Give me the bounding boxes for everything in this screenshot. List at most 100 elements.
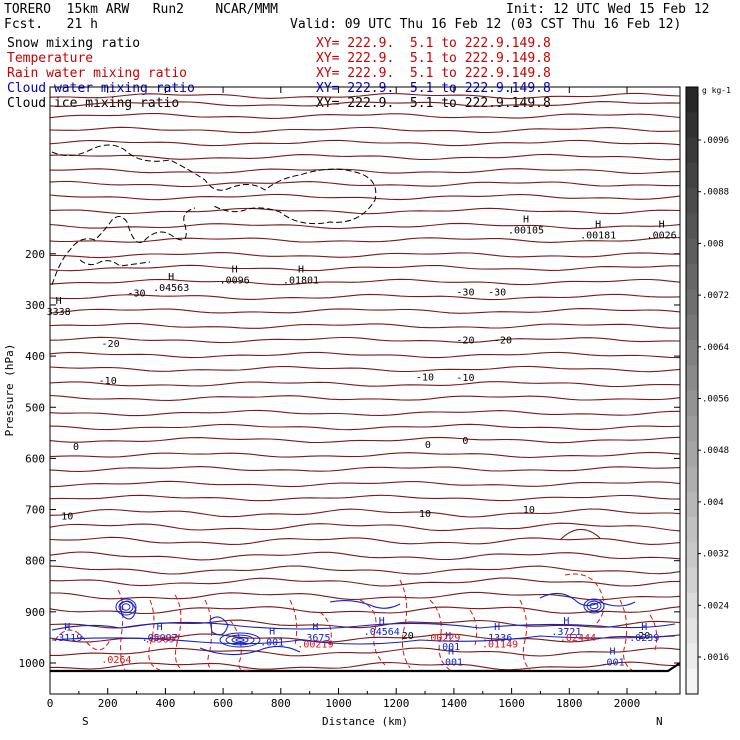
rain-label: .0264: [101, 655, 131, 666]
isotherm: [49, 351, 681, 359]
x-tick-label: 1600: [498, 697, 525, 710]
isotherm: [49, 606, 681, 615]
isotherm: [49, 322, 681, 329]
isotherm: [49, 168, 681, 175]
isotherm: [49, 222, 681, 230]
isotherm: [49, 365, 681, 373]
colorbar-swatch: [686, 592, 698, 619]
maximum-value: .3119: [52, 633, 82, 644]
isotherm: [49, 565, 681, 575]
isotherm: [49, 139, 681, 147]
y-tick-label: 200: [25, 248, 45, 261]
colorbar-unit: g kg-1: [702, 86, 731, 95]
maximum-value: .3675: [300, 633, 330, 644]
isotherm: [49, 112, 681, 119]
rain-contour: [469, 609, 478, 646]
maximum-marker: H: [269, 627, 275, 638]
maximum-marker: H: [610, 647, 616, 658]
rain-contour: [564, 573, 605, 626]
isotherm: [49, 278, 681, 286]
maximum-marker: H: [379, 616, 385, 627]
maximum-marker: H: [448, 647, 454, 658]
temperature-label: -20: [102, 339, 120, 350]
cloud-water-max: [225, 634, 255, 646]
rain-contour: [204, 599, 213, 671]
maximum-value: .00181: [580, 230, 616, 241]
isotherm: [49, 126, 681, 134]
isotherm: [49, 293, 681, 301]
field-xy-rain: XY= 222.9. 5.1 to 222.9.149.8: [316, 66, 551, 81]
colorbar-tick-label: .0072: [702, 291, 729, 301]
maximum-value: .3721: [551, 627, 581, 638]
axis-end-south: S: [82, 715, 89, 728]
rain-contour: [148, 599, 161, 671]
rain-contour: [174, 594, 182, 669]
colorbar-swatch: [686, 339, 698, 366]
colorbar-frame: [685, 86, 699, 695]
rain-contour: [54, 629, 111, 651]
isotherm: [49, 409, 681, 417]
colorbar-swatch: [686, 238, 698, 265]
x-tick-label: 600: [213, 697, 233, 710]
colorbar-swatch: [686, 390, 698, 417]
colorbar-swatch: [686, 162, 698, 189]
temperature-label: 20: [638, 631, 650, 642]
cloud-water-contours: [51, 592, 676, 656]
colorbar-swatch: [686, 264, 698, 290]
colorbar-swatch: [686, 668, 698, 695]
colorbar-tick-label: .0064: [702, 343, 729, 353]
x-tick-label: 1200: [383, 697, 410, 710]
isotherm: [49, 153, 681, 161]
cloud-ice-contour: [79, 259, 151, 267]
colorbar-swatch: [686, 314, 698, 341]
field-xy-cloud-water: XY= 222.9. 5.1 to 222.9.149.8: [316, 81, 551, 96]
rain-contour: [229, 619, 251, 671]
colorbar-tick-label: .0032: [702, 550, 729, 560]
y-tick-label: 400: [25, 350, 45, 363]
temperature-label: 20: [402, 631, 414, 642]
x-tick-label: 1800: [556, 697, 583, 710]
rain-contour: [649, 614, 658, 651]
field-label-snow: Snow mixing ratio: [7, 36, 141, 51]
x-tick-label: 200: [98, 697, 118, 710]
isotherm: [50, 647, 681, 657]
colorbar-swatch: [686, 516, 698, 543]
temperature-label: -20: [494, 335, 512, 346]
rain-contour: [319, 611, 332, 646]
model-title: TORERO 15km ARW Run2 NCAR/MMM: [4, 2, 278, 17]
maximum-value: .04564: [364, 627, 400, 638]
y-tick-label: 500: [25, 401, 45, 414]
isotherm: [49, 336, 681, 344]
colorbar-tick-label: .0024: [702, 601, 729, 611]
isotherm: [49, 207, 681, 215]
colorbar-tick-label: .0056: [702, 395, 729, 405]
isotherm: [49, 394, 681, 401]
maximum-value: .001: [601, 658, 625, 669]
colorbar-swatch: [686, 188, 698, 214]
rain-contour: [117, 589, 126, 671]
temperature-label: -20: [456, 335, 474, 346]
x-tick-label: 0: [47, 697, 54, 710]
isotherm: [49, 522, 681, 532]
cloud-water-max: [235, 638, 245, 642]
maximum-value: .001: [439, 658, 463, 669]
colorbar: .0096 .0088 .008 .0072 .0064 .0056 .0048 .004 .0…: [685, 86, 729, 695]
maximum-marker: H: [494, 622, 500, 633]
maximum-marker: H: [445, 631, 451, 642]
maximum-marker: H: [157, 622, 163, 633]
y-axis-title: Pressure (hPa): [3, 344, 16, 437]
cloud-water-max: [121, 603, 131, 611]
maximum-value: .001: [436, 642, 460, 653]
colorbar-tick-label: .004: [702, 498, 724, 508]
cloud-water-contour: [199, 645, 301, 656]
isotherm: [49, 236, 681, 243]
temperature-label: -10: [416, 373, 434, 384]
isotherm: [49, 381, 681, 388]
temperature-label: 0: [73, 442, 79, 453]
cloud-water-contour: [51, 635, 676, 645]
colorbar-tick-label: .0048: [702, 446, 729, 456]
isotherm: [559, 528, 601, 541]
maximum-marker: H: [659, 219, 665, 230]
maximum-value: .00105: [508, 225, 544, 236]
y-tick-label: 800: [25, 555, 45, 568]
